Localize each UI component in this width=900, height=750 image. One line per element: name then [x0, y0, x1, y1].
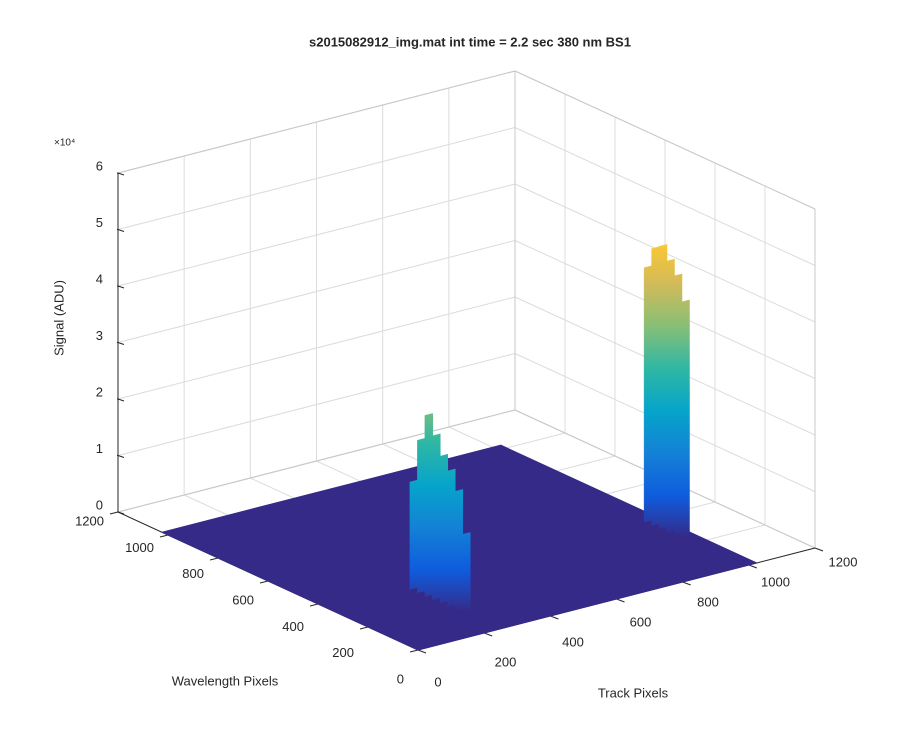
grid-line [117, 183, 516, 287]
z-tick [117, 342, 125, 345]
x-tick [550, 615, 559, 620]
ridge-strip [681, 299, 690, 540]
y-tick-label: 400 [282, 619, 304, 634]
z-tick [117, 398, 125, 402]
ridge-strip [417, 437, 426, 594]
ridge-strip [673, 273, 683, 537]
x-tick [417, 649, 427, 654]
ridge-strip [666, 258, 675, 533]
ridge-strip [424, 413, 434, 597]
x-tick [616, 598, 625, 603]
y-tick-label: 600 [232, 592, 254, 607]
z-tick-label: 2 [96, 384, 103, 399]
ridge-strip [439, 453, 449, 604]
ridge-strip [447, 468, 456, 607]
ridge-strip [658, 244, 668, 530]
y-tick [409, 649, 419, 653]
z-tick [117, 285, 125, 289]
x-tick-label: 200 [495, 654, 517, 669]
ridge-strip [454, 489, 464, 611]
x-tick-label: 400 [562, 634, 584, 649]
x-axis-label: Track Pixels [598, 685, 669, 700]
box-edge [117, 409, 516, 513]
box-edge [117, 70, 516, 174]
x-tick [483, 632, 493, 637]
z-scale-label: ×10⁴ [54, 138, 75, 149]
y-tick-label: 200 [332, 645, 354, 660]
z-tick-label: 3 [96, 328, 103, 343]
x-tick [814, 547, 824, 552]
y-tick [259, 580, 269, 584]
y-tick-label: 0 [397, 671, 404, 686]
grid-line [117, 296, 516, 400]
z-tick-label: 0 [96, 497, 103, 512]
ridge-strip [432, 433, 441, 601]
x-tick [748, 564, 758, 569]
z-tick [117, 229, 125, 232]
y-tick-label: 1200 [75, 513, 104, 528]
z-tick [117, 172, 125, 176]
y-axis-label: Wavelength Pixels [172, 673, 279, 688]
y-tick-label: 800 [182, 566, 204, 581]
grid-line [514, 127, 816, 266]
x-tick-label: 1000 [761, 574, 790, 589]
x-tick-label: 1200 [829, 554, 858, 569]
z-tick [117, 511, 125, 515]
x-tick [682, 581, 691, 586]
grid-line [117, 353, 516, 456]
ridge-strip [651, 246, 660, 526]
box-edge [514, 70, 816, 210]
x-tick-label: 600 [630, 614, 652, 629]
x-tick-label: 800 [697, 594, 719, 609]
z-tick-label: 5 [96, 215, 103, 230]
y-tick [209, 557, 219, 561]
y-tick [359, 626, 369, 630]
grid-line [117, 240, 516, 343]
z-tick-label: 1 [96, 441, 103, 456]
z-tick [117, 455, 125, 458]
y-tick [109, 511, 119, 515]
x-tick-label: 0 [434, 674, 441, 689]
z-tick-label: 6 [96, 158, 103, 173]
y-tick [159, 534, 169, 538]
grid-line [117, 127, 516, 230]
ridge-strip [643, 265, 653, 523]
y-tick-label: 1000 [125, 540, 154, 555]
z-tick-label: 4 [96, 271, 103, 286]
ridge-strip [409, 479, 419, 590]
y-tick [309, 603, 319, 607]
z-axis-label: Signal (ADU) [51, 280, 66, 356]
chart-title: s2015082912_img.mat int time = 2.2 sec 3… [309, 34, 631, 49]
ridge-strip [462, 532, 471, 614]
